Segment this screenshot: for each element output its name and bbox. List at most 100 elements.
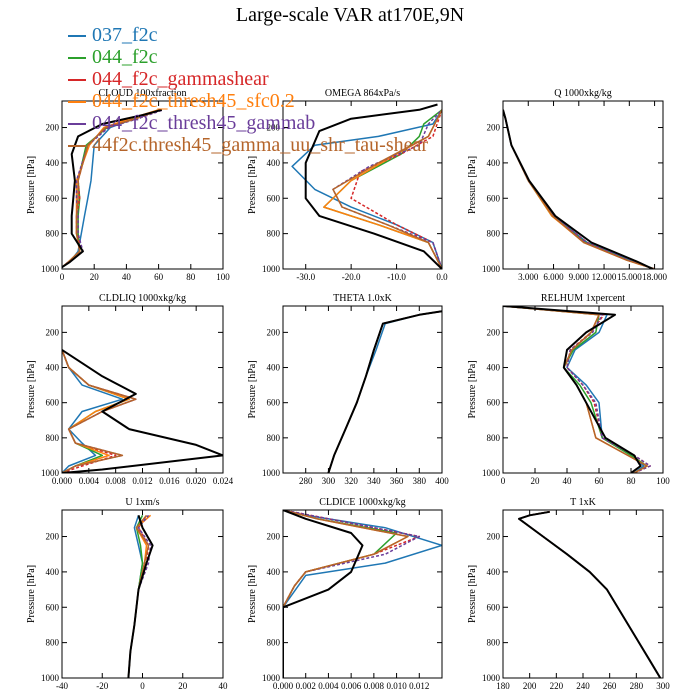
x-tick-label: 200 [523,681,537,691]
plot-frame [282,509,443,679]
y-tick-label: 1000 [482,468,501,478]
series-line [503,306,651,473]
y-axis-label: Pressure [hPa] [467,565,478,623]
series-group [291,103,442,269]
legend-label: 044_f2c_gammashear [92,68,269,90]
series-line [62,108,163,269]
y-tick-label: 400 [267,363,281,373]
series-line [127,514,154,678]
y-tick-label: 600 [487,602,501,612]
plot-frame [502,509,664,679]
x-tick-label: 100 [216,272,230,282]
x-tick-label: 3.000 [518,272,539,282]
series-line [350,109,442,269]
x-tick-label: 18.000 [642,272,667,282]
panel-2: 200 400 600 800 1000 -30.0 -20.0 -10.0 0.0 Pressu… [247,88,448,282]
y-tick-label: 800 [267,229,281,239]
x-tick-label: 20 [90,272,100,282]
y-tick-label: 600 [46,398,60,408]
x-tick-label: -20.0 [342,272,361,282]
x-tick-label: 400 [435,476,449,486]
y-tick-label: 800 [487,229,501,239]
series-group [327,310,442,473]
y-tick-label: 1000 [41,264,60,274]
x-tick-label: 0.012 [132,476,152,486]
series-line [283,510,398,678]
y-tick-label: 800 [46,638,60,648]
x-tick-label: 0.020 [186,476,207,486]
series-line [327,310,442,473]
legend-item: 044_f2c_gammashear [68,68,428,90]
legend-line-icon [68,57,86,60]
panel-title: CLDLIQ 1000xkg/kg [99,293,186,304]
x-tick-label: 6.000 [543,272,564,282]
y-axis-label: Pressure [hPa] [467,360,478,418]
panel-title: CLOUD 100xfraction [98,88,186,99]
series-line [503,306,648,473]
plot-frame [502,305,664,474]
x-tick-label: 320 [344,476,358,486]
series-line [503,109,655,269]
legend-item: 44f2c.thresh45_gamma_uu_shr_tau-shear [68,134,428,156]
y-tick-label: 400 [46,363,60,373]
legend-item: 044_f2c_thresh45_sfc0.2 [68,90,428,112]
x-tick-label: 360 [390,476,404,486]
x-tick-label: 80 [186,272,196,282]
panel-title: OMEGA 864xPa/s [325,88,400,99]
series-group [503,306,651,473]
x-tick-label: 0.010 [386,681,407,691]
series-line [518,510,662,678]
panel-5: 200 400 600 800 1000 280 300 320 340 360 380 400 Pre… [247,293,449,486]
y-tick-label: 800 [46,229,60,239]
y-axis-label: Pressure [hPa] [247,565,258,623]
panel-title: CLDICE 1000xkg/kg [319,497,405,508]
x-tick-label: -30.0 [296,272,315,282]
x-tick-label: 40 [122,272,132,282]
panel-title: RELHUM 1xpercent [541,293,625,304]
y-axis-label: Pressure [hPa] [247,360,258,418]
legend-label: 44f2c.thresh45_gamma_uu_shr_tau-shear [92,134,429,156]
series-line [332,109,442,269]
series-line [503,109,654,269]
x-tick-label: 340 [367,476,381,486]
legend-line-icon [68,79,86,82]
x-tick-label: 0.008 [106,476,127,486]
series-line [304,103,442,269]
x-tick-label: 15.000 [617,272,642,282]
x-tick-label: 100 [656,476,670,486]
x-tick-label: 12.000 [592,272,617,282]
y-tick-label: 200 [487,532,501,542]
series-group [518,510,662,678]
series-line [62,349,223,473]
legend-label: 044_f2c_thresh45_sfc0.2 [92,90,295,112]
series-line [503,109,655,269]
x-tick-label: 0 [501,476,506,486]
y-tick-label: 200 [267,327,281,337]
x-tick-label: 280 [299,476,313,486]
series-line [503,109,655,269]
y-tick-label: 600 [267,193,281,203]
x-tick-label: 0.008 [364,681,385,691]
series-line [327,310,442,473]
y-tick-label: 600 [46,193,60,203]
legend-item: 044_f2c_thresh45_gammab [68,112,428,134]
x-tick-label: 60 [154,272,164,282]
x-tick-label: 0.002 [296,681,316,691]
x-tick-label: 9.000 [569,272,590,282]
legend-label: 044_f2c_thresh45_gammab [92,112,316,134]
x-tick-label: 180 [496,681,510,691]
x-tick-label: 280 [630,681,644,691]
series-line [327,310,442,473]
x-tick-label: 0.004 [79,476,100,486]
legend-item: 044_f2c [68,46,428,68]
y-tick-label: 600 [487,193,501,203]
x-tick-label: 0.016 [159,476,180,486]
y-tick-label: 800 [267,638,281,648]
plot-frame [282,100,443,270]
x-tick-label: 40 [563,476,573,486]
y-tick-label: 800 [487,433,501,443]
series-line [327,310,442,473]
series-line [503,306,642,473]
panel-7: 200 400 600 800 1000-40 -20 0 20 40 Pressure [hPa… [26,497,228,691]
